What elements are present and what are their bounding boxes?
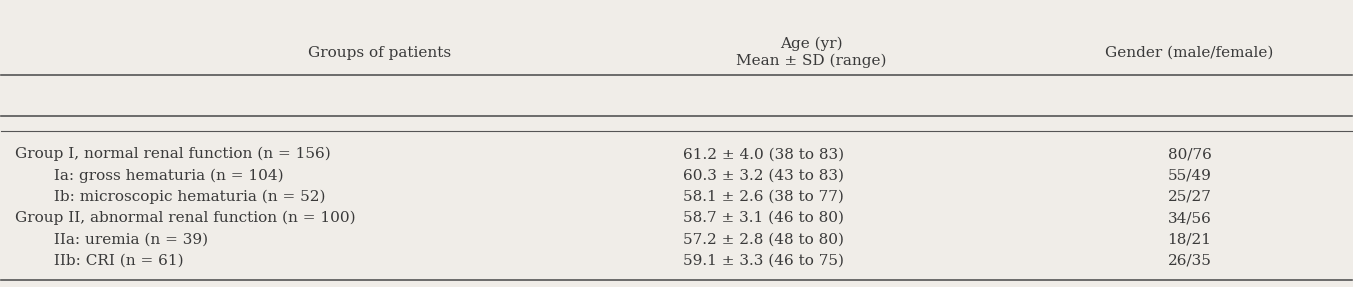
Text: 58.7 ± 3.1 (46 to 80): 58.7 ± 3.1 (46 to 80) [683,211,844,225]
Text: 80/76: 80/76 [1168,147,1211,161]
Text: 26/35: 26/35 [1168,254,1211,268]
Text: Age (yr)
Mean ± SD (range): Age (yr) Mean ± SD (range) [736,37,886,68]
Text: 55/49: 55/49 [1168,168,1211,183]
Text: Group II, abnormal renal function (n = 100): Group II, abnormal renal function (n = 1… [15,211,356,225]
Text: IIa: uremia (n = 39): IIa: uremia (n = 39) [49,232,208,247]
Text: 18/21: 18/21 [1168,232,1211,247]
Text: Ia: gross hematuria (n = 104): Ia: gross hematuria (n = 104) [49,168,283,183]
Text: Ib: microscopic hematuria (n = 52): Ib: microscopic hematuria (n = 52) [49,190,325,204]
Text: Group I, normal renal function (n = 156): Group I, normal renal function (n = 156) [15,147,330,161]
Text: 61.2 ± 4.0 (38 to 83): 61.2 ± 4.0 (38 to 83) [683,147,844,161]
Text: 60.3 ± 3.2 (43 to 83): 60.3 ± 3.2 (43 to 83) [683,168,844,183]
Text: Groups of patients: Groups of patients [308,46,451,59]
Text: 57.2 ± 2.8 (48 to 80): 57.2 ± 2.8 (48 to 80) [683,232,844,247]
Text: 58.1 ± 2.6 (38 to 77): 58.1 ± 2.6 (38 to 77) [683,190,844,204]
Text: 59.1 ± 3.3 (46 to 75): 59.1 ± 3.3 (46 to 75) [683,254,844,268]
Text: 34/56: 34/56 [1168,211,1211,225]
Text: 25/27: 25/27 [1168,190,1211,204]
Text: IIb: CRI (n = 61): IIb: CRI (n = 61) [49,254,183,268]
Text: Gender (male/female): Gender (male/female) [1105,46,1273,59]
